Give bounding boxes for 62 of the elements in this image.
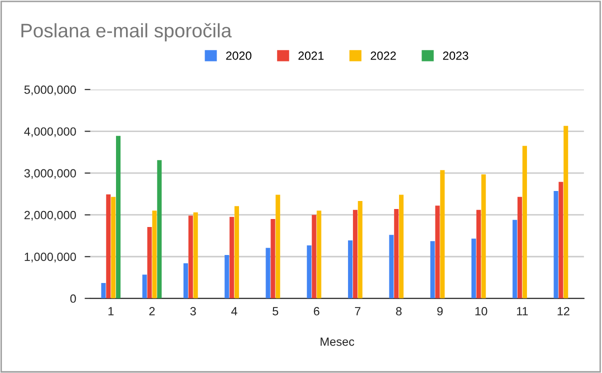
bar [234,206,240,298]
y-tick-label: 4,000,000 [24,127,76,138]
bar [224,254,230,298]
bar [348,240,353,298]
bar [270,219,276,298]
bar [101,282,106,298]
bar [435,206,440,298]
bar [564,126,568,298]
bar [111,196,116,298]
bar [522,146,527,298]
x-tick-label: 7 [355,307,360,316]
bar [558,182,564,298]
legend-label: 2022 [370,51,396,60]
x-axis-title: Mesec [320,338,354,346]
bar [193,212,198,298]
legend-label: 2021 [298,51,324,60]
bar [471,238,476,298]
bar [554,191,558,298]
bar [512,220,518,298]
x-tick-label: 6 [314,307,320,316]
x-tick-label: 8 [396,307,402,316]
bar [399,194,404,298]
bar [230,216,234,298]
bar [116,136,121,298]
bar [306,245,312,298]
y-tick-label: 1,000,000 [24,252,76,262]
x-tick-label: 12 [558,307,570,316]
bar [430,241,435,298]
bar [157,160,162,298]
x-tick-label: 1 [108,307,114,316]
x-tick-label: 3 [190,307,196,316]
y-tick-label: 2,000,000 [24,210,76,221]
bar [152,210,157,298]
chart-title: Poslana e-mail sporočila [21,23,232,42]
bar [352,210,358,298]
bar [147,226,152,298]
x-tick-label: 2 [149,307,155,316]
x-tick-label: 4 [231,307,238,316]
y-tick-label: 5,000,000 [24,86,76,96]
bar [188,216,193,298]
bar [518,196,522,298]
x-tick-label: 5 [272,307,278,316]
bar [394,209,399,298]
bar [476,210,481,298]
bar [266,248,270,298]
bar [142,274,147,298]
bar [276,194,280,298]
bar [358,201,362,298]
bar [106,194,111,298]
legend-label: 2020 [226,51,252,60]
bar [481,174,486,298]
y-tick-label: 0 [70,294,76,303]
bar [316,210,322,298]
bar [312,214,316,298]
x-tick-label: 10 [475,307,488,316]
bar [440,170,445,298]
bar [389,234,394,298]
legend-label: 2023 [443,51,468,60]
bar [183,263,188,298]
x-tick-label: 11 [517,307,528,316]
x-tick-label: 9 [437,307,443,316]
y-tick-label: 3,000,000 [24,169,76,179]
